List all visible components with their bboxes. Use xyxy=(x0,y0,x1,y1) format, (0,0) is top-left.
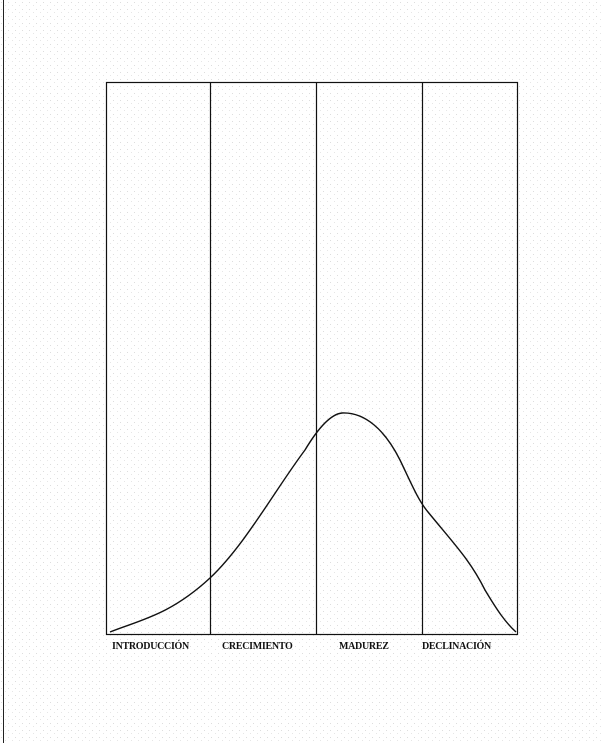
stage-label: INTRODUCCIÓN xyxy=(112,640,190,652)
life-cycle-curve xyxy=(109,412,517,633)
stage-label: MADUREZ xyxy=(339,641,389,652)
frame xyxy=(105,81,519,636)
stage-label: CRECIMIENTO xyxy=(222,641,293,652)
stage-label: DECLINACIÓN xyxy=(422,640,492,652)
